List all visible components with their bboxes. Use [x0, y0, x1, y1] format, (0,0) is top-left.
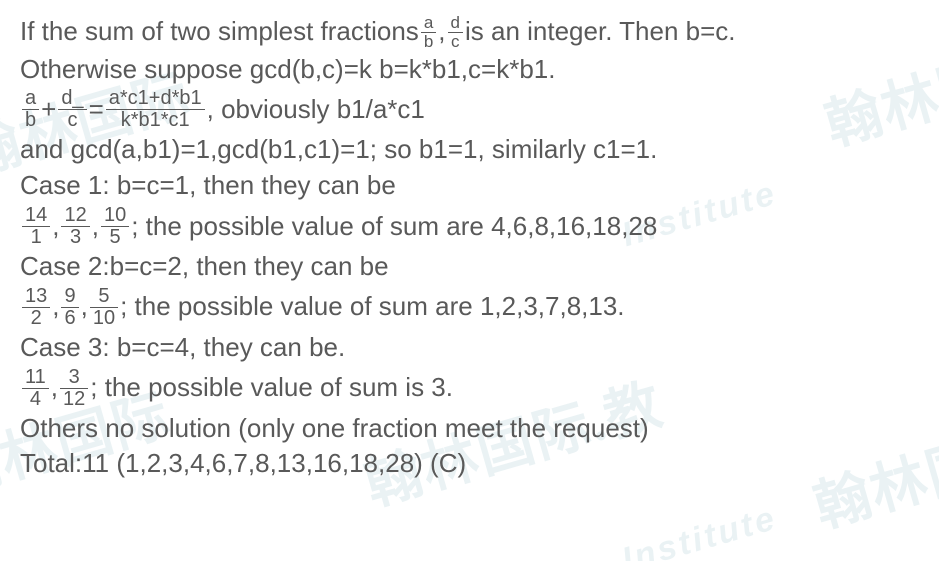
fraction: 312	[60, 367, 88, 410]
watermark-en: Institute	[618, 499, 782, 561]
line-8: 132 , 96 , 510 ; the possible value of s…	[20, 286, 919, 329]
fraction: d_ c	[58, 88, 86, 131]
line-11: Others no solution (only one fraction me…	[20, 412, 919, 446]
fraction: 96	[61, 286, 78, 329]
comma: ,	[51, 371, 58, 405]
fraction: 132	[22, 286, 50, 329]
line-9: Case 3: b=c=4, they can be.	[20, 331, 919, 365]
text: , obviously b1/a*c1	[207, 93, 425, 127]
fraction-a-over-b: a b	[421, 14, 436, 51]
line-5: Case 1: b=c=1, then they can be	[20, 169, 919, 203]
equals: =	[89, 93, 104, 127]
fraction: 123	[61, 205, 89, 248]
plus: +	[41, 93, 56, 127]
comma: ,	[81, 290, 88, 324]
math-solution-body: If the sum of two simplest fractions a b…	[0, 0, 939, 497]
fraction: 141	[22, 205, 50, 248]
line-2: Otherwise suppose gcd(b,c)=k b=k*b1,c=k*…	[20, 53, 919, 87]
line-7: Case 2:b=c=2, then they can be	[20, 250, 919, 284]
comma: ,	[52, 290, 59, 324]
line-10: 114 , 312 ; the possible value of sum is…	[20, 367, 919, 410]
text: ; the possible value of sum are 4,6,8,16…	[131, 210, 657, 244]
text: ; the possible value of sum are 1,2,3,7,…	[120, 290, 624, 324]
fraction: 510	[90, 286, 118, 329]
comma: ,	[52, 210, 59, 244]
comma: ,	[92, 210, 99, 244]
line-3-equation: a b + d_ c = a*c1+d*b1 k*b1*c1 , obvious…	[20, 88, 919, 131]
fraction-d-over-c: d c	[448, 14, 463, 51]
fraction: 114	[22, 367, 49, 410]
line-12: Total:11 (1,2,3,4,6,7,8,13,16,18,28) (C)	[20, 447, 919, 481]
line-1: If the sum of two simplest fractions a b…	[20, 14, 919, 51]
fraction: a*c1+d*b1 k*b1*c1	[106, 88, 205, 131]
comma: ,	[438, 15, 445, 49]
text: is an integer. Then b=c.	[465, 15, 736, 49]
line-6: 141 , 123 , 105 ; the possible value of …	[20, 205, 919, 248]
text: ; the possible value of sum is 3.	[90, 371, 453, 405]
fraction: a b	[22, 88, 39, 131]
line-4: and gcd(a,b1)=1,gcd(b1,c1)=1; so b1=1, s…	[20, 133, 919, 167]
text: If the sum of two simplest fractions	[20, 15, 419, 49]
fraction: 105	[101, 205, 129, 248]
